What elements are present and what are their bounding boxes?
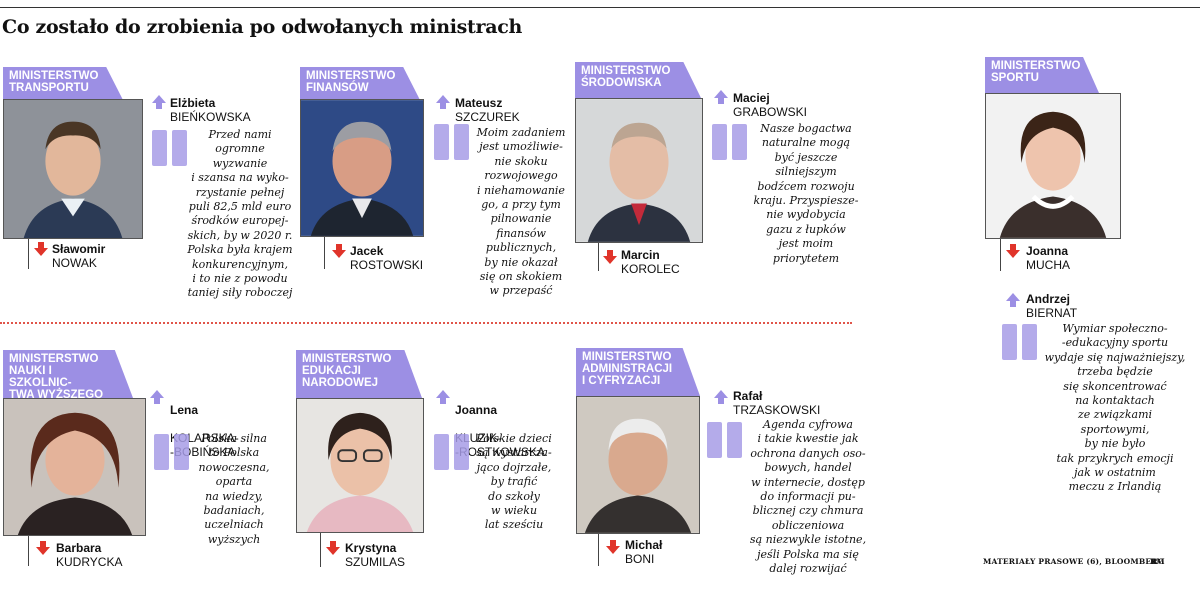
new-minister-last-name: GRABOWSKI bbox=[733, 105, 808, 119]
leader-line bbox=[28, 239, 29, 269]
new-minister-last-name: SZCZUREK bbox=[455, 110, 520, 124]
ministry-tag: MINISTERSTWO NAUKI I SZKOLNIC- TWA WYŻSZ… bbox=[3, 350, 133, 398]
ministry-tag: MINISTERSTWO TRANSPORTU bbox=[3, 67, 123, 100]
quote-mark-icon bbox=[152, 130, 187, 166]
new-minister: Mateusz SZCZUREK bbox=[455, 96, 520, 124]
author-initials: RM bbox=[1150, 557, 1165, 566]
new-minister-first-name: Andrzej bbox=[1026, 292, 1071, 306]
old-minister-first-name: Krystyna bbox=[345, 541, 397, 555]
ministry-tag: MINISTERSTWO SPORTU bbox=[985, 57, 1099, 93]
quote-text: Agenda cyfrowa i takie kwestie jak ochro… bbox=[749, 418, 867, 576]
old-minister: Barbara KUDRYCKA bbox=[56, 541, 122, 569]
leader-line bbox=[1000, 239, 1001, 271]
quote-mark-icon bbox=[154, 434, 189, 470]
old-minister-last-name: NOWAK bbox=[52, 256, 97, 270]
top-rule bbox=[0, 7, 1200, 8]
new-minister-first-name: Mateusz bbox=[455, 96, 503, 110]
quote-mark-icon bbox=[434, 434, 469, 470]
old-minister: Sławomir NOWAK bbox=[52, 242, 105, 270]
old-minister-last-name: ROSTOWSKI bbox=[350, 258, 424, 272]
quote-text: Moim zadaniem jest umożliwie- nie skoku … bbox=[476, 126, 566, 298]
leader-line bbox=[28, 536, 29, 566]
ministry-tag: MINISTERSTWO ŚRODOWISKA bbox=[575, 62, 701, 98]
quote-text: Polska silna to Polska nowoczesna, opart… bbox=[198, 432, 270, 546]
new-minister: Andrzej BIERNAT bbox=[1026, 292, 1077, 320]
new-minister-first-name: Elżbieta bbox=[170, 96, 216, 110]
old-minister: Michał BONI bbox=[625, 538, 662, 566]
arrow-up-icon bbox=[714, 90, 728, 104]
quote-mark-icon bbox=[707, 422, 742, 458]
quote-mark-icon bbox=[434, 124, 469, 160]
new-minister-last-name: BIERNAT bbox=[1026, 306, 1078, 320]
photo-old-minister bbox=[3, 99, 143, 239]
quote-text: Polskie dzieci są wystarcza- jąco dojrza… bbox=[476, 432, 552, 532]
old-minister: Marcin KOROLEC bbox=[621, 248, 680, 276]
page-title: Co zostało do zrobienia po odwołanych mi… bbox=[2, 16, 523, 38]
old-minister-first-name: Marcin bbox=[621, 248, 660, 262]
photo-old-minister bbox=[296, 398, 424, 533]
new-minister: Elżbieta BIEŃKOWSKA bbox=[170, 96, 251, 124]
ministry-tag: MINISTERSTWO FINANSÓW bbox=[300, 67, 420, 100]
arrow-up-icon bbox=[1006, 293, 1020, 307]
new-minister-first-name: Rafał bbox=[733, 389, 763, 403]
arrow-up-icon bbox=[436, 95, 450, 109]
new-minister: Rafał TRZASKOWSKI bbox=[733, 389, 820, 417]
old-minister-first-name: Sławomir bbox=[52, 242, 106, 256]
arrow-down-icon bbox=[606, 540, 620, 554]
old-minister-last-name: KUDRYCKA bbox=[56, 555, 123, 569]
photo-old-minister bbox=[985, 93, 1121, 239]
arrow-down-icon bbox=[332, 244, 346, 258]
old-minister-last-name: MUCHA bbox=[1026, 258, 1070, 272]
old-minister: Krystyna SZUMILAS bbox=[345, 541, 405, 569]
quote-mark-icon bbox=[712, 124, 747, 160]
quote-text: Nasze bogactwa naturalne mogą być jeszcz… bbox=[753, 122, 859, 265]
new-minister-first-name: Lena bbox=[170, 403, 199, 417]
old-minister-first-name: Michał bbox=[625, 538, 663, 552]
leader-line bbox=[320, 533, 321, 567]
photo-credit: MATERIAŁY PRASOWE (6), BLOOMBERG bbox=[983, 557, 1165, 566]
ministry-tag: MINISTERSTWO EDUKACJI NARODOWEJ bbox=[296, 350, 422, 398]
leader-line bbox=[324, 237, 325, 269]
arrow-down-icon bbox=[34, 242, 48, 256]
new-minister-last-name: BIEŃKOWSKA bbox=[170, 110, 251, 124]
old-minister-first-name: Joanna bbox=[1026, 244, 1069, 258]
quote-mark-icon bbox=[1002, 324, 1037, 360]
old-minister: Jacek ROSTOWSKI bbox=[350, 244, 423, 272]
leader-line bbox=[598, 243, 599, 271]
photo-old-minister bbox=[3, 398, 146, 536]
old-minister-last-name: BONI bbox=[625, 552, 655, 566]
photo-old-minister bbox=[576, 396, 700, 534]
new-minister-last-name: TRZASKOWSKI bbox=[733, 403, 821, 417]
arrow-down-icon bbox=[326, 541, 340, 555]
arrow-up-icon bbox=[436, 390, 450, 404]
photo-old-minister bbox=[575, 98, 703, 243]
row-separator bbox=[0, 322, 852, 324]
old-minister-last-name: SZUMILAS bbox=[345, 555, 406, 569]
arrow-up-icon bbox=[150, 390, 164, 404]
old-minister-first-name: Jacek bbox=[350, 244, 384, 258]
leader-line bbox=[598, 534, 599, 566]
new-minister-first-name: Joanna bbox=[455, 403, 498, 417]
quote-text: Wymiar społeczno- -edukacyjny sportu wyd… bbox=[1044, 322, 1186, 494]
photo-old-minister bbox=[300, 99, 424, 237]
arrow-up-icon bbox=[152, 95, 166, 109]
arrow-down-icon bbox=[603, 250, 617, 264]
old-minister-first-name: Barbara bbox=[56, 541, 102, 555]
old-minister-last-name: KOROLEC bbox=[621, 262, 680, 276]
ministry-tag: MINISTERSTWO ADMINISTRACJI I CYFRYZACJI bbox=[576, 348, 700, 396]
arrow-down-icon bbox=[1006, 244, 1020, 258]
new-minister-first-name: Maciej bbox=[733, 91, 770, 105]
old-minister: Joanna MUCHA bbox=[1026, 244, 1070, 272]
arrow-down-icon bbox=[36, 541, 50, 555]
quote-text: Przed nami ogromne wyzwanie i szansa na … bbox=[187, 128, 293, 300]
arrow-up-icon bbox=[714, 390, 728, 404]
new-minister: Maciej GRABOWSKI bbox=[733, 91, 807, 119]
